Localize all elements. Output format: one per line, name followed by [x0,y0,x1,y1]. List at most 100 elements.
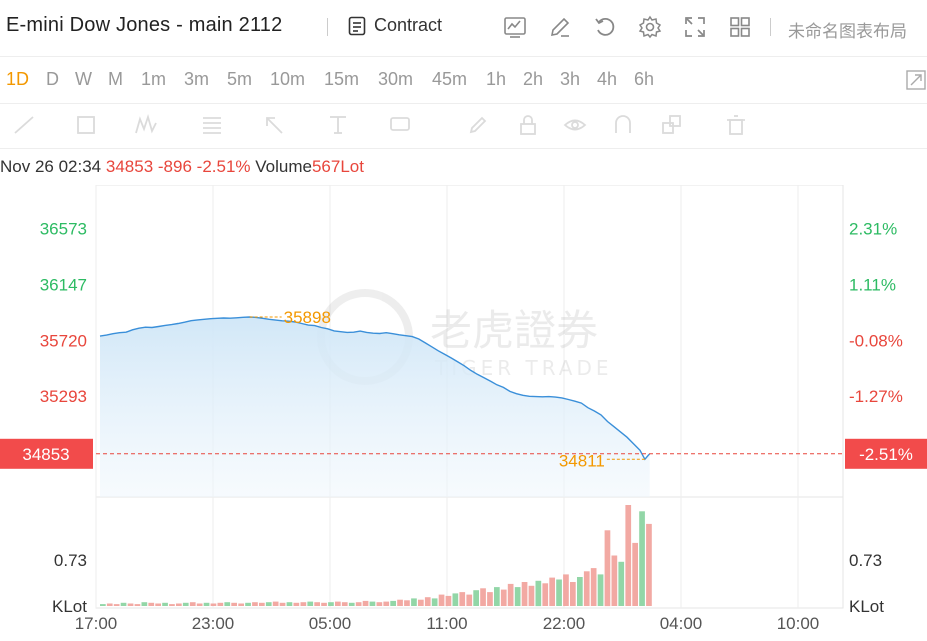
draw-icon[interactable] [548,15,572,39]
period-tab[interactable]: 3m [184,69,210,89]
document-icon [348,16,366,35]
fib-icon[interactable] [200,113,224,137]
indicator-icon[interactable] [503,15,527,39]
volume-bar [397,599,403,606]
volume-bar [272,601,279,606]
volume-bar [570,582,576,606]
volume-bar [577,577,583,606]
volume-bar [487,592,493,606]
quote-change: -896 [157,157,192,176]
layers-icon[interactable] [660,113,684,137]
volume-bar [169,604,175,606]
pattern-icon[interactable] [134,113,158,137]
trash-icon[interactable] [724,113,748,137]
volume-bar [100,604,106,606]
text-tool-icon[interactable] [326,113,350,137]
x-tick: 05:00 [309,614,352,633]
volume-bar [203,602,210,606]
period-tab[interactable]: 4h [597,69,618,89]
period-tab[interactable]: 1m [141,69,167,89]
period-tab[interactable]: 2h [523,69,544,89]
period-tab[interactable]: 30m [378,69,414,89]
comment-icon[interactable] [388,113,412,137]
period-tab[interactable]: 6h [634,69,655,89]
volume-bar [259,602,265,606]
volume-bar [424,597,431,606]
y-tick-right: -0.08% [849,331,903,350]
pen-icon[interactable] [466,113,490,137]
period-tab[interactable]: D [46,69,59,89]
volume-bar [521,582,528,606]
period-bar: 1D D W M 1m 3m 5m 10m 15m 30m 45m 1h 2h … [0,57,927,104]
volume-bar [217,602,224,606]
volume-bar [625,505,632,606]
y-tick-right: -1.27% [849,387,903,406]
period-tab[interactable]: W [75,69,92,89]
layout-selector[interactable]: 未命名图表布局 [788,22,907,41]
volume-unit-right: KLot [849,597,884,616]
period-tab[interactable]: 1D [6,69,30,89]
volume-bar [355,602,362,606]
volume-bar [134,604,141,606]
volume-bar [549,577,555,606]
volume-bar [431,598,438,606]
trend-line-icon[interactable] [12,113,36,137]
grid-icon[interactable] [728,15,752,39]
chart-header: E-mini Dow Jones - main 2112 Contract [0,0,927,57]
high-marker: 35898 [284,308,331,327]
volume-bar [473,590,479,606]
fullscreen-icon[interactable] [683,15,707,39]
contract-button[interactable]: Contract [348,15,442,36]
volume-bar [341,602,348,606]
volume-bar [238,603,244,606]
volume-bar [335,601,341,606]
period-tab[interactable]: 5m [227,69,253,89]
volume-bar [369,601,376,606]
volume-unit-left: KLot [52,597,87,616]
lock-icon[interactable] [516,113,540,137]
magnet-icon[interactable] [611,113,635,137]
price-chart[interactable]: 老虎證券 TIGER TRADE 36573 2.31%36147 1.11%357… [0,185,927,641]
volume-bar [120,602,127,606]
period-tab[interactable]: 15m [324,69,360,89]
volume-bar [604,530,611,607]
volume-bar [494,587,500,606]
y-tick-left: 35720 [40,331,87,350]
volume-bar [639,511,645,606]
period-tab[interactable]: 1h [486,69,507,89]
arrow-icon[interactable] [262,113,286,137]
volume-bar [528,585,535,606]
volume-bar [590,568,597,606]
current-price-tag-left [0,438,93,469]
volume-bar [376,602,383,606]
volume-bar [383,601,390,606]
volume-bar [348,602,355,606]
gear-icon[interactable] [638,15,662,39]
y-tick-left: 36147 [40,275,87,294]
volume-bar [182,602,189,606]
x-tick: 04:00 [660,614,703,633]
volume-bar [189,602,196,606]
rectangle-icon[interactable] [74,113,98,137]
reset-icon[interactable] [593,15,617,39]
volume-bar [113,604,120,606]
volume-bar [106,603,113,606]
volume-bar [293,602,300,606]
volume-bar [362,600,369,606]
volume-bar [265,602,272,606]
period-tab[interactable]: 45m [432,69,468,89]
period-tab[interactable]: 10m [270,69,306,89]
period-tab[interactable]: 3h [560,69,581,89]
volume-bar [466,594,473,606]
eye-icon[interactable] [563,113,587,137]
volume-bar [597,574,604,606]
volume-bar [286,602,293,606]
period-tab[interactable]: M [108,69,123,89]
instrument-title: E-mini Dow Jones - main 2112 [6,14,283,36]
volume-bar [231,602,237,606]
volume-bar [224,602,231,606]
volume-bar [418,599,424,606]
quote-price: 34853 [105,157,154,176]
expand-icon[interactable] [906,70,926,90]
volume-bar [542,583,549,606]
